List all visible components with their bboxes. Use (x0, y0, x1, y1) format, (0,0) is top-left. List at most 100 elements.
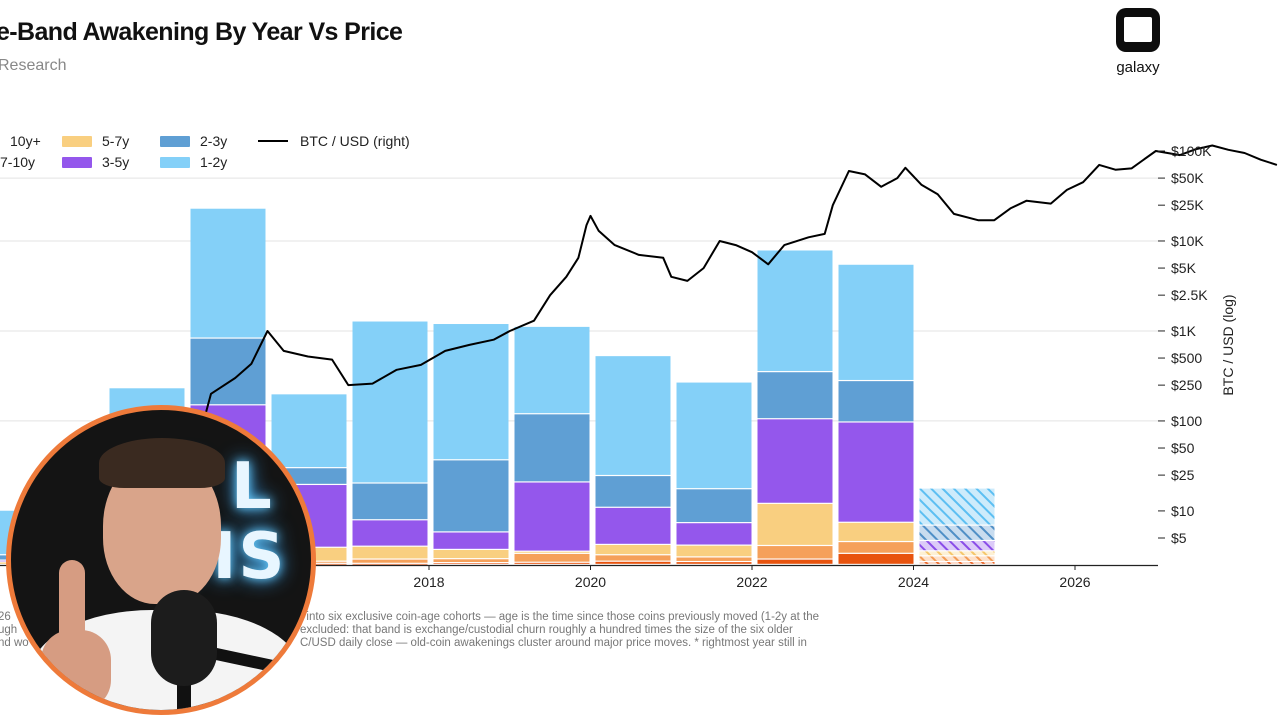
y2-tick-label: $10K (1171, 233, 1204, 249)
bar-segment-2-3y (190, 338, 266, 405)
bar-segment-3-5y (919, 541, 995, 551)
microphone-icon (151, 590, 217, 686)
legend-label: 2-3y (200, 133, 228, 149)
galaxy-logo-icon (1116, 8, 1160, 52)
bar-segment-5-7y (757, 503, 833, 545)
bar-segment-3-5y (433, 532, 509, 549)
y2-tick-label: $100 (1171, 413, 1202, 429)
legend-swatch-2-3y (160, 135, 190, 147)
bar-segment-7-10y (514, 553, 590, 562)
chart-subtitle: Research (0, 57, 67, 74)
legend-item-10y: 10y+ (0, 133, 41, 149)
bar-segment-5-7y (595, 545, 671, 555)
y2-tick-label: $2.5K (1171, 287, 1208, 303)
footnote-line-1a: 26 (0, 611, 11, 623)
bar-segment-7-10y (919, 556, 995, 561)
btc-price-line-group (153, 144, 1278, 548)
legend-label: 1-2y (200, 154, 228, 170)
bar-segment-1-2y (433, 324, 509, 460)
bar-segment-1-2y (919, 488, 995, 525)
bar-segment-7-10y (676, 557, 752, 561)
legend-item-5-7y: 5-7y (62, 133, 129, 149)
bar-segment-5-7y (352, 546, 428, 559)
bar-segment-1-2y (190, 208, 266, 338)
x-tick-label: 2022 (736, 574, 767, 590)
bar-segment-10yplus (595, 561, 671, 564)
galaxy-logo: galaxy (1112, 6, 1164, 78)
legend-swatch-5-7y (62, 135, 92, 147)
bar-segment-5-7y (919, 551, 995, 556)
legend-item-3-5y: 3-5y (62, 154, 129, 170)
x-tick-label: 2026 (1059, 574, 1090, 590)
bar-segment-10yplus (676, 562, 752, 564)
y2-tick-label: $25K (1171, 197, 1204, 213)
person-raised-finger (59, 560, 85, 656)
bar-segment-10yplus (838, 553, 914, 564)
bar-segment-3-5y (757, 419, 833, 503)
mic-stand (177, 680, 191, 710)
bar-segment-3-5y (595, 507, 671, 544)
bar-segment-3-5y (352, 520, 428, 546)
bar-segment-3-5y (838, 422, 914, 522)
bar-segment-5-7y (514, 551, 590, 553)
x-tick-label: 2020 (575, 574, 606, 590)
legend-item-2-3y: 2-3y (160, 133, 227, 149)
bar-segment-7-10y (352, 559, 428, 563)
legend-label: 7-10y (0, 154, 36, 170)
bar-segment-2-3y (352, 483, 428, 520)
bar-segment-2-3y (838, 381, 914, 422)
legend-swatch-1-2y (160, 156, 190, 168)
legend-item-btc-line: BTC / USD (right) (258, 133, 410, 149)
y2-tick-label: $50 (1171, 440, 1195, 456)
bar-segment-2-3y (676, 489, 752, 523)
bar-segment-2-3y (595, 476, 671, 507)
bar-segment-1-2y (757, 250, 833, 372)
bar-segment-2-3y (514, 414, 590, 482)
bar-segment-1-2y (271, 394, 347, 468)
y2-tick-label: $250 (1171, 377, 1202, 393)
person-hair (99, 438, 225, 488)
x-tick-label: 2024 (898, 574, 929, 590)
bar-segment-10yplus (352, 563, 428, 565)
bar-segment-7-10y (595, 555, 671, 561)
bar-segment-10yplus (433, 563, 509, 564)
legend-item-7-10y: 7-10y (0, 154, 35, 170)
bar-segment-7-10y (838, 542, 914, 553)
bar-segment-5-7y (838, 522, 914, 541)
y2-tick-label: $5K (1171, 260, 1197, 276)
bar-segment-2-3y (757, 372, 833, 419)
bar-segment-3-5y (676, 523, 752, 545)
footnote-line-3b: C/USD daily close — old-coin awakenings … (300, 637, 807, 649)
btc-usd-line (153, 144, 1278, 548)
y2-tick-label: $50K (1171, 170, 1204, 186)
y2-tick-label: $1K (1171, 323, 1197, 339)
footnote-line-2a: ugh (0, 624, 18, 636)
bar-segment-2-3y (433, 460, 509, 532)
bar-segment-1-2y (352, 321, 428, 483)
bar-segment-10yplus (757, 559, 833, 564)
bar-segment-7-10y (433, 559, 509, 563)
y2-tick-label: $5 (1171, 530, 1187, 546)
bar-segment-2-3y (919, 525, 995, 540)
webcam-overlay: E L VIS (6, 405, 316, 715)
bars-group (0, 208, 995, 565)
bar-segment-3-5y (514, 482, 590, 551)
bar-segment-5-7y (433, 550, 509, 559)
y2-axis-label: BTC / USD (log) (1220, 294, 1236, 395)
legend-label: 5-7y (102, 133, 130, 149)
logo-text: galaxy (1116, 59, 1160, 76)
legend-label: BTC / USD (right) (300, 133, 410, 149)
legend-swatch-3-5y (62, 156, 92, 168)
y2-tick-label: $100K (1171, 143, 1212, 159)
bar-segment-10yplus (919, 562, 995, 564)
bar-segment-1-2y (595, 356, 671, 475)
bar-segment-10yplus (514, 562, 590, 564)
y2-tick-label: $10 (1171, 503, 1195, 519)
legend-label: 3-5y (102, 154, 130, 170)
y2-tick-label: $25 (1171, 467, 1195, 483)
legend-item-1-2y: 1-2y (160, 154, 227, 170)
y2-tick-label: $500 (1171, 350, 1202, 366)
bar-segment-1-2y (514, 326, 590, 414)
x-tick-label: 2018 (413, 574, 444, 590)
